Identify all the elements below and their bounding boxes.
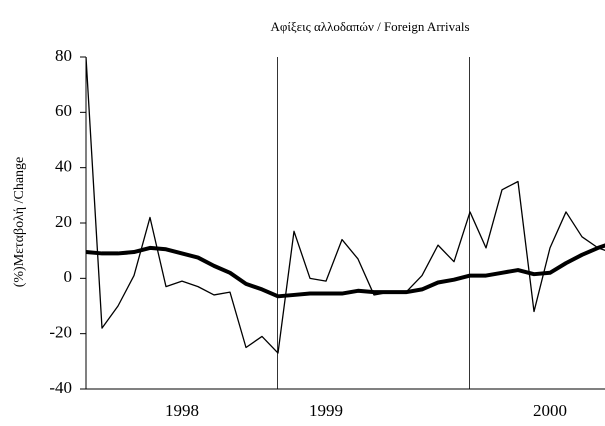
y-tick-label: 20 xyxy=(55,212,72,231)
series-line xyxy=(86,243,605,299)
x-tick-label: 2000 xyxy=(533,401,567,420)
y-tick-label: -20 xyxy=(49,323,72,342)
y-tick-label: 60 xyxy=(55,101,72,120)
x-tick-label: 1998 xyxy=(165,401,199,420)
plot-area xyxy=(86,56,605,354)
y-tick-label: 80 xyxy=(55,46,72,65)
chart-title: Αφίξεις αλλοδαπών / Foreign Arrivals xyxy=(270,19,469,34)
y-tick-label: -40 xyxy=(49,378,72,397)
y-axis-label: (%)Μεταβολή /Change xyxy=(12,157,27,288)
x-tick-label: 1999 xyxy=(309,401,343,420)
y-tick-label: 40 xyxy=(55,157,72,176)
y-tick-label: 0 xyxy=(64,267,73,286)
series-line xyxy=(86,56,605,354)
